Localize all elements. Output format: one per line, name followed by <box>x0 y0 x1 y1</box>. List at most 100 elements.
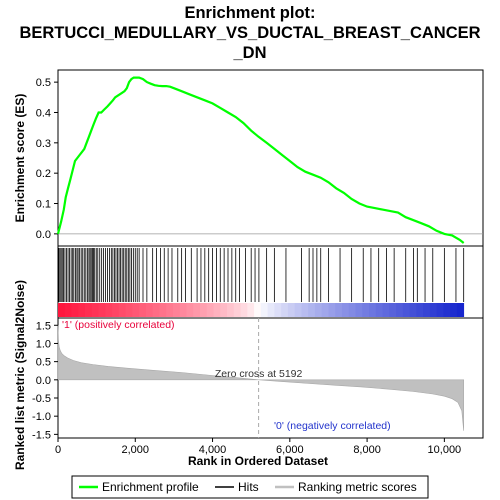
x-tick-label: 0 <box>55 444 61 456</box>
color-bar-segment <box>118 303 127 317</box>
color-bar-segment <box>369 303 377 317</box>
color-bar-segment <box>58 303 66 317</box>
es-y-tick-label: 0.1 <box>36 199 51 211</box>
title-line-3: _DN <box>232 44 266 62</box>
color-bar-segment <box>247 303 255 317</box>
legend-label-hits: Hits <box>238 480 259 494</box>
metric-x-ticks: 0 2,000 4,000 6,000 8,000 10,000 <box>55 438 461 456</box>
x-axis-label: Rank in Ordered Dataset <box>188 454 328 468</box>
color-bar-segment <box>335 303 343 317</box>
color-bar-segment <box>443 303 451 317</box>
color-bar-segment <box>64 303 72 317</box>
color-bar-segment <box>267 303 275 317</box>
metric-panel: Zero cross at 5192 '1' (positively corre… <box>13 280 484 470</box>
color-bar-segment <box>362 303 370 317</box>
metric-y-tick-label: -1.0 <box>32 411 51 423</box>
color-bar-segment <box>233 303 241 317</box>
hits-panel <box>57 245 484 319</box>
enrichment-profile-line <box>56 76 465 244</box>
color-bar-segment <box>152 303 160 317</box>
es-y-tick-label: 0.3 <box>36 138 51 150</box>
color-bar-segment <box>301 303 309 317</box>
color-bar-segment <box>456 303 465 317</box>
metric-y-ticks: -1.5 -1.0 -0.5 0.0 0.5 1.0 1.5 <box>32 320 58 441</box>
x-tick-label: 10,000 <box>428 444 462 456</box>
color-bar-segment <box>396 303 404 317</box>
es-y-ticks: 0.0 0.1 0.2 0.3 0.4 0.5 <box>36 77 58 241</box>
color-bar-segment <box>91 303 99 317</box>
color-bar-segment <box>260 303 269 317</box>
color-bar-segment <box>321 303 329 317</box>
legend: Enrichment profile Hits Ranking metric s… <box>71 475 429 499</box>
legend-label-enrichment: Enrichment profile <box>102 480 199 494</box>
rank-color-bar <box>58 303 465 317</box>
color-bar-segment <box>409 303 417 317</box>
color-bar-segment <box>274 303 282 317</box>
color-bar-segment <box>105 303 113 317</box>
color-bar-segment <box>375 303 383 317</box>
title-line-1: Enrichment plot: <box>184 4 315 22</box>
color-bar-segment <box>112 303 120 317</box>
color-bar-segment <box>220 303 228 317</box>
color-bar-segment <box>172 303 181 317</box>
color-bar-segment <box>348 303 356 317</box>
color-bar-segment <box>193 303 201 317</box>
es-panel-frame <box>57 69 484 247</box>
color-bar-segment <box>355 303 363 317</box>
metric-y-tick-label: 1.0 <box>36 338 51 350</box>
es-y-tick-label: 0.0 <box>36 229 51 241</box>
color-bar-segment <box>71 303 79 317</box>
x-tick-label: 2,000 <box>122 444 150 456</box>
legend-box <box>71 475 429 499</box>
color-bar-segment <box>179 303 187 317</box>
negative-correlation-label: '0' (negatively correlated) <box>274 420 391 432</box>
color-bar-segment <box>389 303 397 317</box>
color-bar-segment <box>314 303 323 317</box>
color-bar-segment <box>429 303 438 317</box>
es-y-tick-label: 0.4 <box>36 107 51 119</box>
metric-y-axis-label: Ranked list metric (Signal2Noise) <box>13 280 27 470</box>
color-bar-segment <box>436 303 444 317</box>
x-tick-label: 8,000 <box>353 444 381 456</box>
color-bar-segment <box>423 303 431 317</box>
es-y-tick-label: 0.5 <box>36 77 51 89</box>
color-bar-segment <box>98 303 106 317</box>
es-y-tick-label: 0.2 <box>36 168 51 180</box>
title-line-2: BERTUCCI_MEDULLARY_VS_DUCTAL_BREAST_CANC… <box>19 24 480 42</box>
color-bar-segment <box>240 303 248 317</box>
zero-cross-label: Zero cross at 5192 <box>215 368 303 380</box>
es-panel: 0.0 0.1 0.2 0.3 0.4 0.5 Enrichment score (ES) <box>13 69 484 247</box>
x-tick-label: 6,000 <box>276 444 304 456</box>
metric-y-tick-label: -1.5 <box>32 429 51 441</box>
color-bar-segment <box>328 303 336 317</box>
color-bar-segment <box>199 303 208 317</box>
color-bar-segment <box>159 303 167 317</box>
color-bar-segment <box>145 303 154 317</box>
color-bar-segment <box>341 303 350 317</box>
metric-y-tick-label: 0.0 <box>36 375 51 387</box>
color-bar-segment <box>402 303 410 317</box>
color-bar-segment <box>382 303 390 317</box>
x-tick-label: 4,000 <box>199 444 227 456</box>
es-y-axis-label: Enrichment score (ES) <box>13 94 27 223</box>
chart-title: Enrichment plot: BERTUCCI_MEDULLARY_VS_D… <box>19 4 480 62</box>
color-bar-segment <box>213 303 221 317</box>
hit-marks <box>58 248 465 302</box>
positive-correlation-label: '1' (positively correlated) <box>62 319 175 331</box>
color-bar-segment <box>416 303 424 317</box>
color-bar-segment <box>287 303 296 317</box>
color-bar-segment <box>227 303 235 317</box>
color-bar-segment <box>294 303 302 317</box>
legend-label-metric: Ranking metric scores <box>298 480 417 494</box>
metric-y-tick-label: 0.5 <box>36 357 51 369</box>
ranking-metric-area <box>57 325 464 431</box>
color-bar-segment <box>166 303 174 317</box>
color-bar-segment <box>139 303 147 317</box>
metric-y-tick-label: -0.5 <box>32 393 51 405</box>
color-bar-segment <box>186 303 194 317</box>
color-bar-segment <box>85 303 93 317</box>
color-bar-segment <box>308 303 316 317</box>
metric-y-tick-label: 1.5 <box>36 320 51 332</box>
